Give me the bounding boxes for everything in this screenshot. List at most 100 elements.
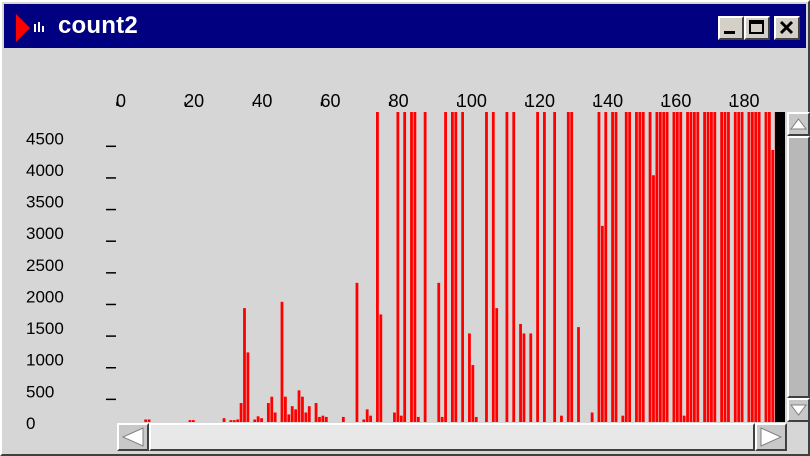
bar xyxy=(256,416,260,422)
bar xyxy=(577,327,580,422)
bar xyxy=(604,112,608,422)
bar xyxy=(280,301,284,422)
bar xyxy=(710,112,713,422)
bar xyxy=(393,412,396,422)
y-tick-label: 1500 xyxy=(26,319,64,338)
bar xyxy=(318,416,321,422)
bar xyxy=(505,112,509,422)
scroll-left-button[interactable] xyxy=(117,423,149,451)
bar xyxy=(260,418,263,422)
window-title: count2 xyxy=(58,12,138,39)
bar xyxy=(737,112,741,422)
title-bar[interactable]: count2 xyxy=(4,4,806,48)
bar xyxy=(543,112,546,422)
bar xyxy=(536,112,539,422)
pd-patch-icon xyxy=(14,14,50,42)
bar xyxy=(771,149,775,422)
bar xyxy=(307,406,311,422)
bar xyxy=(301,396,304,422)
array-end-marker xyxy=(775,112,785,422)
arrow-left-icon xyxy=(121,427,144,447)
bar xyxy=(648,112,652,422)
bar xyxy=(416,416,420,422)
bar xyxy=(270,396,274,422)
vertical-scroll-thumb[interactable] xyxy=(787,136,810,398)
bar xyxy=(253,419,257,422)
bar xyxy=(294,409,298,422)
bar xyxy=(413,112,417,422)
bar xyxy=(437,282,441,422)
bar xyxy=(638,112,642,422)
bar xyxy=(641,112,645,422)
close-button[interactable] xyxy=(774,16,800,40)
bar xyxy=(754,112,758,422)
bar xyxy=(474,416,478,422)
bar xyxy=(403,112,407,422)
bar xyxy=(590,412,594,422)
scroll-down-button[interactable] xyxy=(787,398,810,422)
bar xyxy=(229,420,233,422)
horizontal-scrollbar[interactable] xyxy=(117,423,787,451)
bar xyxy=(733,112,737,422)
x-tick-label: 100 xyxy=(457,91,487,111)
bar xyxy=(764,112,768,422)
bar xyxy=(147,419,151,422)
x-tick-label: 160 xyxy=(661,91,691,111)
x-tick-label: 60 xyxy=(320,91,340,111)
bar xyxy=(621,415,625,422)
bar xyxy=(652,175,655,422)
bar xyxy=(689,112,693,422)
arrow-right-icon xyxy=(760,427,783,447)
bar xyxy=(703,112,706,422)
bar xyxy=(566,112,570,422)
vertical-scrollbar[interactable] xyxy=(787,112,810,422)
y-tick-label: 2500 xyxy=(26,256,64,275)
bar xyxy=(188,420,192,422)
bar xyxy=(191,420,195,422)
bar xyxy=(675,112,679,422)
bar xyxy=(757,112,761,422)
bar xyxy=(519,323,522,422)
bar xyxy=(713,112,717,422)
bar xyxy=(362,419,366,422)
bar xyxy=(747,112,751,422)
bar xyxy=(396,112,400,422)
bar xyxy=(321,415,325,422)
bar xyxy=(662,112,666,422)
bar xyxy=(706,112,710,422)
bar xyxy=(560,415,563,422)
bar xyxy=(512,112,516,422)
x-tick-label: 40 xyxy=(252,91,272,111)
bar xyxy=(529,333,533,422)
bar xyxy=(243,308,246,422)
bar xyxy=(692,112,696,422)
bar xyxy=(553,112,557,422)
bar xyxy=(767,112,771,422)
arrow-down-icon xyxy=(790,404,807,416)
bar xyxy=(399,415,403,422)
minimize-button[interactable] xyxy=(718,16,744,40)
y-tick-label: 4500 xyxy=(26,129,64,148)
bar xyxy=(376,112,379,422)
bar xyxy=(369,415,372,422)
bar xyxy=(635,112,638,422)
bar xyxy=(297,390,301,422)
y-tick-label: 3500 xyxy=(26,193,64,212)
bar xyxy=(522,333,526,422)
bar xyxy=(696,112,700,422)
scroll-up-button[interactable] xyxy=(787,112,810,136)
x-tick-label: 80 xyxy=(389,91,409,111)
maximize-button[interactable] xyxy=(744,16,770,40)
bar xyxy=(682,415,686,422)
bar xyxy=(246,352,250,422)
y-tick-label: 500 xyxy=(26,382,54,401)
bar xyxy=(495,308,499,422)
bar xyxy=(740,112,744,422)
bar xyxy=(614,112,618,422)
bar xyxy=(144,419,148,422)
maximize-icon xyxy=(749,20,764,34)
scroll-right-button[interactable] xyxy=(755,423,787,451)
horizontal-scroll-thumb[interactable] xyxy=(149,423,755,451)
bar xyxy=(451,112,454,422)
